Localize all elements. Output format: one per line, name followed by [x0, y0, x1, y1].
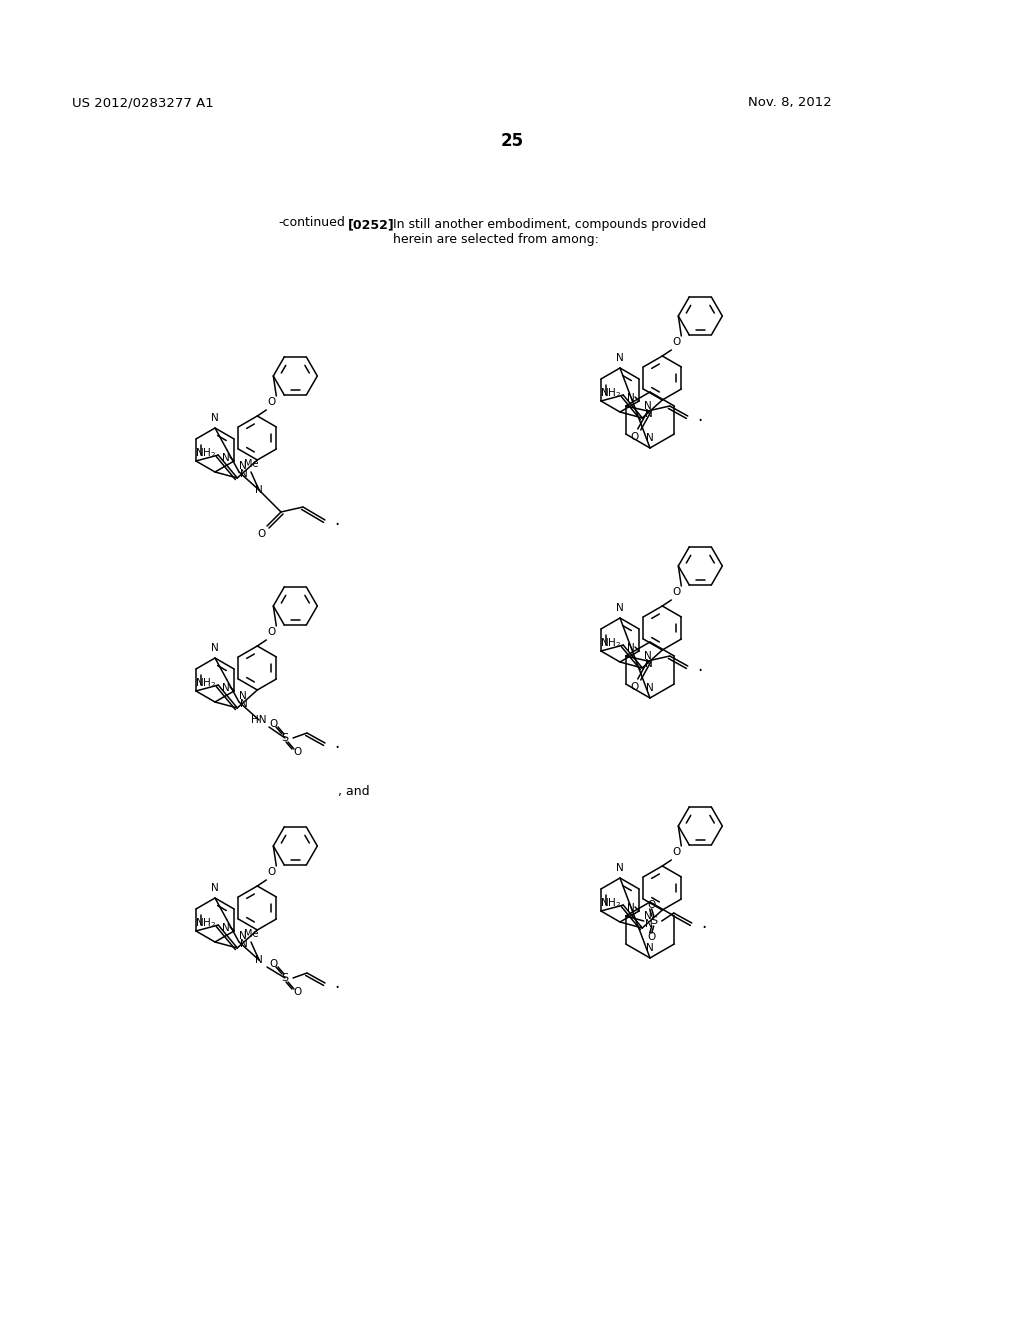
Text: NH$_2$: NH$_2$ [600, 636, 621, 649]
Text: N: N [241, 469, 248, 479]
Text: N: N [646, 433, 654, 444]
Text: O: O [258, 529, 266, 539]
Text: In still another embodiment, compounds provided
herein are selected from among:: In still another embodiment, compounds p… [393, 218, 707, 246]
Text: .: . [335, 511, 340, 529]
Text: O: O [269, 960, 278, 969]
Text: O: O [293, 987, 301, 997]
Text: N: N [616, 603, 624, 612]
Text: N: N [255, 484, 263, 495]
Text: O: O [267, 397, 275, 407]
Text: N: N [239, 690, 247, 701]
Text: HN: HN [251, 715, 266, 725]
Text: N: N [645, 409, 653, 418]
Text: N: N [628, 903, 635, 913]
Text: O: O [672, 587, 680, 597]
Text: S: S [650, 916, 657, 927]
Text: N: N [645, 659, 653, 669]
Text: O: O [647, 900, 656, 909]
Text: N: N [222, 453, 230, 463]
Text: N: N [222, 923, 230, 933]
Text: N: N [241, 939, 248, 949]
Text: N: N [644, 651, 651, 661]
Text: N: N [644, 401, 651, 411]
Text: US 2012/0283277 A1: US 2012/0283277 A1 [72, 96, 214, 110]
Text: N: N [255, 954, 263, 965]
Text: O: O [672, 847, 680, 857]
Text: .: . [701, 913, 707, 932]
Text: O: O [672, 337, 680, 347]
Text: O: O [293, 747, 301, 756]
Text: N: N [211, 413, 219, 422]
Text: -continued: -continued [279, 215, 345, 228]
Text: O: O [267, 627, 275, 638]
Text: N: N [646, 942, 654, 953]
Text: .: . [335, 974, 340, 993]
Text: S: S [282, 733, 289, 743]
Text: O: O [631, 432, 639, 442]
Text: NH$_2$: NH$_2$ [600, 385, 621, 400]
Text: N: N [645, 919, 653, 929]
Text: N: N [222, 682, 230, 693]
Text: O: O [631, 682, 639, 692]
Text: , and: , and [338, 785, 370, 799]
Text: N: N [616, 863, 624, 873]
Text: NH$_2$: NH$_2$ [195, 446, 216, 459]
Text: N: N [644, 911, 651, 921]
Text: .: . [697, 657, 702, 675]
Text: Me: Me [244, 929, 258, 939]
Text: Me: Me [244, 459, 258, 469]
Text: S: S [282, 973, 289, 983]
Text: N: N [241, 700, 248, 709]
Text: N: N [239, 931, 247, 941]
Text: N: N [628, 393, 635, 403]
Text: 25: 25 [501, 132, 523, 150]
Text: NH$_2$: NH$_2$ [600, 896, 621, 909]
Text: NH$_2$: NH$_2$ [195, 916, 216, 929]
Text: N: N [239, 461, 247, 471]
Text: N: N [211, 643, 219, 653]
Text: N: N [616, 352, 624, 363]
Text: NH$_2$: NH$_2$ [195, 676, 216, 690]
Text: N: N [211, 883, 219, 894]
Text: O: O [647, 932, 656, 942]
Text: .: . [697, 407, 702, 425]
Text: .: . [335, 734, 340, 752]
Text: Nov. 8, 2012: Nov. 8, 2012 [748, 96, 831, 110]
Text: O: O [267, 867, 275, 876]
Text: O: O [269, 719, 278, 729]
Text: N: N [646, 682, 654, 693]
Text: N: N [628, 643, 635, 653]
Text: [0252]: [0252] [348, 218, 394, 231]
